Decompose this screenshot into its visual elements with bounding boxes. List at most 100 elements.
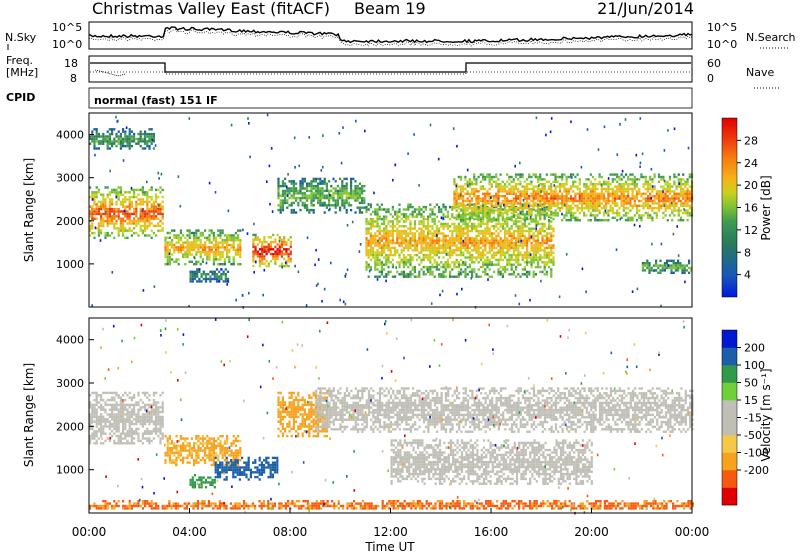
power-cell-r7 <box>589 183 592 186</box>
power-noise-cell <box>188 304 190 308</box>
power-cell-r6 <box>440 265 443 269</box>
power-cell-r6 <box>501 222 504 226</box>
power-noise-cell <box>650 167 653 171</box>
power-cell-r7 <box>620 195 623 198</box>
power-noise-cell <box>158 177 160 180</box>
power-cell-r7 <box>488 180 491 183</box>
power-cell-r7 <box>602 195 606 198</box>
power-cell-r7 <box>673 183 676 186</box>
power-cell-r0 <box>141 188 144 192</box>
power-cell-r1 <box>102 137 105 141</box>
power-cell-r2 <box>210 246 213 249</box>
power-cell-r0 <box>161 229 164 232</box>
power-cell-r2 <box>195 229 198 232</box>
power-cell-r7 <box>574 175 577 179</box>
power-cell-r7 <box>565 202 568 205</box>
power-cell-r6 <box>444 265 447 269</box>
power-cell-r7 <box>506 199 509 203</box>
power-cell-r7 <box>594 202 597 205</box>
power-cell-r7 <box>479 173 482 176</box>
power-cell-r0 <box>152 205 155 208</box>
power-cell-r6 <box>534 229 537 233</box>
power-cell-r2 <box>210 241 213 244</box>
power-noise-cell <box>673 127 676 131</box>
power-cell-r6 <box>473 227 476 230</box>
power-cell-r4 <box>263 262 266 265</box>
power-cell-r1 <box>128 132 131 136</box>
power-cell-r0 <box>150 186 153 189</box>
power-cell-r6 <box>517 256 520 259</box>
velocity-cell-r0 <box>95 415 98 419</box>
power-cell-r6 <box>369 258 372 262</box>
power-cell-r6 <box>512 244 515 247</box>
power-cell-r4 <box>265 245 268 249</box>
power-cell-r7 <box>521 207 524 210</box>
power-cell-r7 <box>488 207 491 210</box>
power-cell-r7 <box>550 190 553 193</box>
power-cell-r7 <box>565 211 568 215</box>
power-cell-r6 <box>387 210 390 214</box>
power-cell-r0 <box>104 203 107 206</box>
power-cell-r7 <box>611 216 614 219</box>
power-cell-r5 <box>345 177 348 181</box>
power-cell-r8 <box>661 266 664 270</box>
power-cell-r1 <box>124 137 127 141</box>
power-cell-r6 <box>457 270 460 274</box>
power-cell-r7 <box>459 219 463 222</box>
power-cell-r6 <box>442 249 445 252</box>
power-cell-r6 <box>545 205 548 209</box>
power-cell-r7 <box>622 209 625 212</box>
power-cell-r6 <box>550 275 553 278</box>
power-cell-r7 <box>646 207 650 210</box>
power-cell-r6 <box>475 239 478 242</box>
power-cell-r0 <box>130 203 133 206</box>
power-cell-r0 <box>146 219 149 223</box>
power-cell-r1 <box>146 140 149 143</box>
power-cell-r5 <box>350 204 353 207</box>
power-cell-r6 <box>460 239 463 242</box>
power-cell-r8 <box>655 269 658 272</box>
power-cell-r7 <box>580 192 584 195</box>
velocity-cell-r0 <box>115 418 118 421</box>
power-cell-r7 <box>552 173 555 176</box>
power-cell-r7 <box>519 195 522 198</box>
power-cell-r6 <box>488 215 491 218</box>
power-cell-r0 <box>106 217 109 220</box>
power-cell-r2 <box>166 246 169 249</box>
velocity-cell-r0 <box>119 442 122 445</box>
power-cell-r7 <box>523 207 526 210</box>
power-cell-r6 <box>493 256 496 259</box>
velocity-cell-r0 <box>117 394 120 397</box>
power-cell-r7 <box>506 204 509 207</box>
power-cell-r6 <box>477 251 480 254</box>
power-cell-r2 <box>201 231 204 235</box>
power-cell-r7 <box>552 197 555 200</box>
power-cell-r5 <box>284 192 287 195</box>
power-cell-r0 <box>113 236 116 240</box>
power-cell-r7 <box>492 211 496 215</box>
power-cell-r5 <box>299 184 302 188</box>
power-noise-cell <box>514 164 516 168</box>
power-cell-r6 <box>523 229 526 233</box>
power-cell-r4 <box>278 245 281 249</box>
power-cell-r6 <box>543 208 546 211</box>
power-cell-r2 <box>177 248 180 251</box>
power-cell-r6 <box>488 263 491 266</box>
power-cell-r6 <box>413 246 416 250</box>
power-noise-cell <box>441 289 444 293</box>
power-cell-r7 <box>580 207 584 210</box>
power-cell-r6 <box>464 270 467 274</box>
power-noise-cell <box>540 190 542 193</box>
power-cell-r0 <box>113 224 116 228</box>
power-cell-r7 <box>576 207 579 210</box>
power-cell-r5 <box>277 182 280 185</box>
power-cell-r4 <box>274 252 277 256</box>
power-cell-r7 <box>598 195 601 198</box>
power-cell-r0 <box>93 210 96 213</box>
velocity-cell-r0 <box>108 398 111 402</box>
power-cell-r1 <box>117 142 120 145</box>
power-cell-r6 <box>446 253 449 257</box>
power-cell-r2 <box>221 263 224 266</box>
power-cell-r2 <box>190 246 193 249</box>
power-cell-r6 <box>378 263 381 266</box>
